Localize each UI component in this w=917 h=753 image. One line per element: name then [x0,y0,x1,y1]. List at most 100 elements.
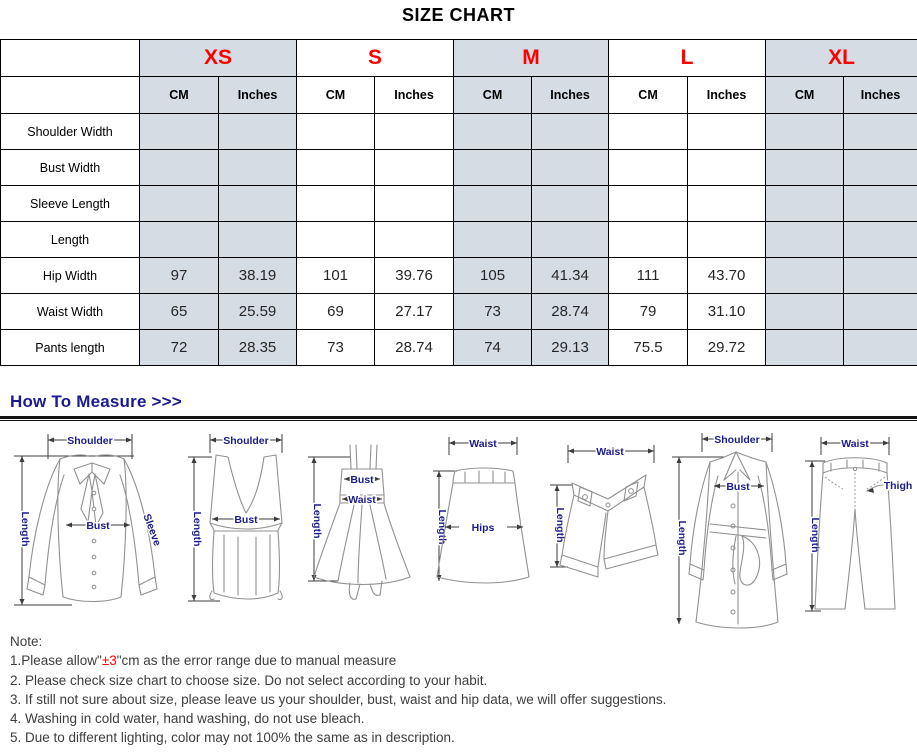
table-row: Shoulder Width [0,113,917,150]
row-label: Hip Width [0,257,140,294]
svg-text:Bust: Bust [726,481,750,493]
value-cell: 101 [296,257,376,294]
value-cell [453,185,533,222]
size-chart-head: XS S M L XL CM Inches CM Inches CM Inches CM Inches C… [0,39,917,114]
note-1-suffix: "cm as the error range due to manual mea… [116,653,397,669]
value-cell [296,113,376,150]
value-cell [531,221,610,258]
unit-header-s-inches: Inches [374,76,455,114]
value-cell [765,329,845,366]
svg-text:Bust: Bust [350,474,374,486]
table-row: Hip Width 97 38.19 101 39.76 105 41.34 111 43.70 [0,257,917,294]
notes-section: Note: 1.Please allow"±3"cm as the error … [10,632,900,748]
value-cell [217,221,298,258]
svg-text:Waist: Waist [348,494,376,506]
size-header-xl: XL [765,39,917,77]
unit-header-l-inches: Inches [687,76,767,114]
blouse-measure-diagram-icon: Shoulder Length Bust Sleeve [14,434,165,606]
value-cell: 65 [139,293,219,330]
svg-text:Sleeve: Sleeve [140,512,163,548]
svg-text:Shoulder: Shoulder [67,435,113,447]
skirt-measure-diagram-icon: Waist Length Hips [433,437,530,584]
value-cell: 41.34 [531,257,610,294]
unit-header-xs-inches: Inches [217,76,298,114]
row-label: Bust Width [0,149,140,186]
svg-text:Length: Length [19,512,31,547]
value-cell: 28.74 [374,329,455,366]
value-cell [765,113,845,150]
value-cell: 75.5 [608,329,689,366]
value-cell [765,221,845,258]
value-cell [687,185,767,222]
value-cell [608,113,689,150]
table-row: Bust Width [0,149,917,186]
section-divider-line [0,416,917,422]
note-line-5: 5. Due to different lighting, color may … [10,730,455,746]
row-label: Pants length [0,329,140,366]
coat-measure-diagram-icon: Shoulder Length Bust [672,433,788,629]
value-cell [139,149,219,186]
value-cell: 79 [608,293,689,330]
tank-top-measure-diagram-icon: Shoulder Length Bust [188,434,283,602]
svg-text:Length: Length [191,512,203,547]
svg-text:Waist: Waist [596,446,624,458]
svg-text:Waist: Waist [841,438,869,450]
value-cell [687,221,767,258]
value-cell: 27.17 [374,293,455,330]
value-cell [843,221,917,258]
value-cell: 31.10 [687,293,767,330]
value-cell [374,185,455,222]
size-header-m: M [453,39,610,77]
size-header-xs: XS [138,39,298,77]
value-cell [531,149,610,186]
value-cell [765,257,845,294]
unit-header-xs-cm: CM [139,76,219,114]
svg-text:Shoulder: Shoulder [714,434,760,446]
svg-text:Length: Length [436,510,448,545]
value-cell [687,149,767,186]
row-label: Waist Width [0,293,140,330]
value-cell [374,149,455,186]
value-cell [765,293,845,330]
value-cell [843,113,917,150]
note-line-1: 1.Please allow"±3"cm as the error range … [10,651,900,670]
size-chart-table: XS S M L XL CM Inches CM Inches CM Inches CM Inches C… [0,39,917,366]
value-cell: 72 [139,329,219,366]
corner-cell [0,39,140,77]
svg-text:Length: Length [554,508,566,543]
page-title: SIZE CHART [402,5,515,25]
value-cell [765,149,845,186]
row-label: Length [0,221,140,258]
unit-header-l-cm: CM [608,76,689,114]
value-cell [296,185,376,222]
unit-header-xl-inches: Inches [843,76,917,114]
svg-text:Length: Length [311,504,323,539]
value-cell [453,149,533,186]
value-cell: 97 [139,257,219,294]
shorts-measure-diagram-icon: Waist Length [550,445,659,578]
value-cell [139,113,219,150]
value-cell [374,113,455,150]
table-row: Sleeve Length [0,185,917,222]
value-cell [608,185,689,222]
value-cell [296,221,376,258]
dress-measure-diagram-icon: Length Bust Waist [308,444,411,600]
value-cell [139,221,219,258]
value-cell [139,185,219,222]
value-cell [453,113,533,150]
value-cell [843,257,917,294]
value-cell [374,221,455,258]
pants-measure-diagram-icon: Waist Length Thigh [805,437,914,612]
value-cell [217,149,298,186]
svg-text:Shoulder: Shoulder [223,435,269,447]
value-cell [687,113,767,150]
note-1-prefix: 1.Please allow" [10,653,102,669]
value-cell: 74 [453,329,533,366]
notes-heading: Note: [10,634,43,649]
value-cell [453,221,533,258]
value-cell: 28.74 [531,293,610,330]
value-cell [531,113,610,150]
value-cell: 69 [296,293,376,330]
value-cell [608,221,689,258]
value-cell [843,293,917,330]
